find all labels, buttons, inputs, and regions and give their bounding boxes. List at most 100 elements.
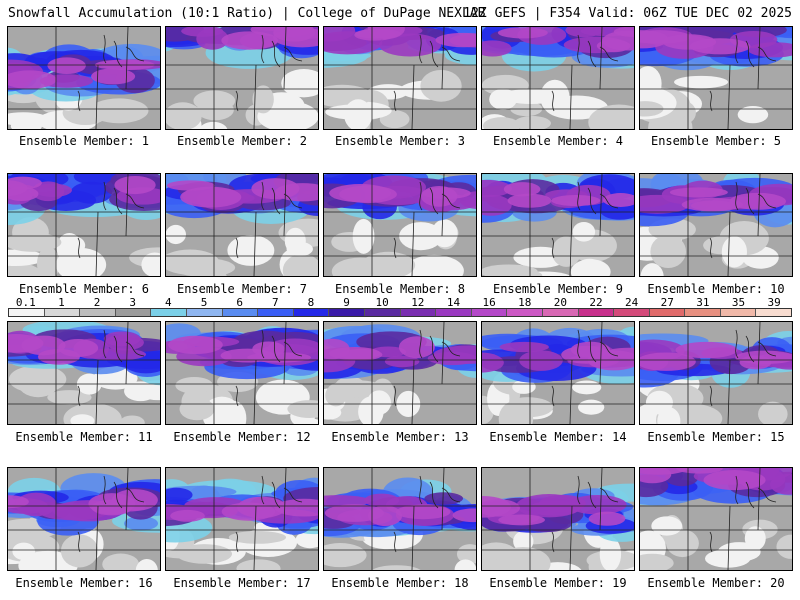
ensemble-member-label: Ensemble Member: 3	[334, 134, 466, 148]
ensemble-member-label: Ensemble Member: 12	[173, 430, 311, 444]
colorbar-cell	[507, 309, 543, 316]
ensemble-member-label: Ensemble Member: 20	[647, 576, 785, 590]
ensemble-map-panel	[639, 467, 793, 571]
ensemble-map-panel	[481, 321, 635, 425]
colorbar-tick-label: 1	[58, 296, 65, 309]
ensemble-member-label: Ensemble Member: 13	[331, 430, 469, 444]
colorbar-tick-label: 16	[482, 296, 496, 309]
ensemble-member-label: Ensemble Member: 10	[647, 282, 785, 296]
ensemble-member-label: Ensemble Member: 6	[18, 282, 150, 296]
snowfall-map	[166, 468, 318, 570]
colorbar-tick-label: 31	[696, 296, 710, 309]
ensemble-map-panel	[481, 26, 635, 130]
colorbar-tick-label: 22	[589, 296, 603, 309]
colorbar-tick-label: 3	[129, 296, 137, 309]
snowfall-map	[640, 174, 792, 276]
ensemble-map-panel	[481, 467, 635, 571]
colorbar-cell	[614, 309, 650, 316]
colorbar-tick-label: 20	[553, 296, 567, 309]
snowfall-map	[324, 468, 476, 570]
colorbar-tick-label: 0.1	[15, 296, 36, 309]
ensemble-map-panel	[7, 467, 161, 571]
snowfall-map	[640, 468, 792, 570]
snowfall-map	[324, 27, 476, 129]
ensemble-member-label: Ensemble Member: 11	[15, 430, 153, 444]
snowfall-map	[482, 27, 634, 129]
colorbar-tick-label: 12	[411, 296, 425, 309]
snowfall-map	[640, 27, 792, 129]
colorbar-cell	[222, 309, 259, 316]
ensemble-member-label: Ensemble Member: 17	[173, 576, 311, 590]
colorbar-tick-label: 35	[731, 296, 746, 309]
snowfall-map	[324, 174, 476, 276]
ensemble-member-label: Ensemble Member: 2	[176, 134, 308, 148]
snowfall-map	[166, 27, 318, 129]
ensemble-member-label: Ensemble Member: 5	[650, 134, 782, 148]
colorbar-cell	[471, 309, 508, 316]
ensemble-member-label: Ensemble Member: 9	[492, 282, 624, 296]
ensemble-map-panel	[323, 173, 477, 277]
ensemble-map-panel	[481, 173, 635, 277]
colorbar-tick-label: 7	[271, 296, 279, 309]
snowfall-map	[324, 322, 476, 424]
ensemble-map-panel	[7, 173, 161, 277]
colorbar	[8, 308, 792, 317]
colorbar-tick-label: 2	[93, 296, 101, 309]
colorbar-cell	[329, 309, 365, 316]
colorbar-tick-label: 8	[307, 296, 315, 309]
colorbar-cell	[364, 309, 401, 316]
colorbar-tick-label: 24	[625, 296, 639, 309]
ensemble-map-panel	[165, 26, 319, 130]
ensemble-map-panel	[639, 321, 793, 425]
ensemble-map-panel	[323, 321, 477, 425]
ensemble-member-label: Ensemble Member: 7	[176, 282, 308, 296]
colorbar-tick-label: 5	[200, 296, 208, 309]
colorbar-tick-label: 39	[767, 296, 781, 309]
ensemble-member-label: Ensemble Member: 14	[489, 430, 627, 444]
map-title: Snowfall Accumulation (10:1 Ratio) | Col…	[8, 6, 486, 21]
colorbar-cell	[115, 309, 152, 316]
colorbar-tick-label: 4	[165, 296, 172, 309]
ensemble-member-label: Ensemble Member: 18	[331, 576, 469, 590]
colorbar-cell	[436, 309, 472, 316]
ensemble-map-panel	[165, 321, 319, 425]
ensemble-map-panel	[639, 26, 793, 130]
ensemble-member-label: Ensemble Member: 19	[489, 576, 627, 590]
snowfall-map	[640, 322, 792, 424]
snowfall-map	[8, 468, 160, 570]
snowfall-map	[8, 27, 160, 129]
colorbar-cell	[293, 309, 330, 316]
snowfall-map	[482, 468, 634, 570]
snowfall-map	[166, 174, 318, 276]
ensemble-map-panel	[323, 467, 477, 571]
ensemble-member-label: Ensemble Member: 16	[15, 576, 153, 590]
ensemble-map-panel	[7, 321, 161, 425]
colorbar-cell	[720, 309, 757, 316]
colorbar-cell	[649, 309, 686, 316]
ensemble-member-label: Ensemble Member: 4	[492, 134, 624, 148]
ensemble-map-panel	[323, 26, 477, 130]
colorbar-cell	[44, 309, 81, 316]
colorbar-cell	[80, 309, 116, 316]
colorbar-cell	[9, 309, 45, 316]
snowfall-map	[166, 322, 318, 424]
colorbar-tick-label: 27	[660, 296, 674, 309]
colorbar-cell	[756, 309, 792, 316]
colorbar-cell	[186, 309, 223, 316]
ensemble-map-panel	[165, 467, 319, 571]
colorbar-cell	[685, 309, 721, 316]
ensemble-member-label: Ensemble Member: 1	[18, 134, 150, 148]
ensemble-map-panel	[639, 173, 793, 277]
ensemble-map-panel	[165, 173, 319, 277]
colorbar-cell	[258, 309, 294, 316]
run-valid-time: 12Z GEFS | F354 Valid: 06Z TUE DEC 02 20…	[463, 6, 792, 21]
snowfall-map	[482, 322, 634, 424]
ensemble-member-label: Ensemble Member: 8	[334, 282, 466, 296]
colorbar-cell	[542, 309, 579, 316]
colorbar-cell	[578, 309, 615, 316]
ensemble-member-label: Ensemble Member: 15	[647, 430, 785, 444]
colorbar-tick-label: 10	[375, 296, 389, 309]
colorbar-labels: 0.1 1 2 3 4 5 6 7 8 9 10 12 14 16 18 20 22 24 27 31 35 39	[6, 296, 794, 310]
snowfall-map	[482, 174, 634, 276]
snowfall-map	[8, 322, 160, 424]
